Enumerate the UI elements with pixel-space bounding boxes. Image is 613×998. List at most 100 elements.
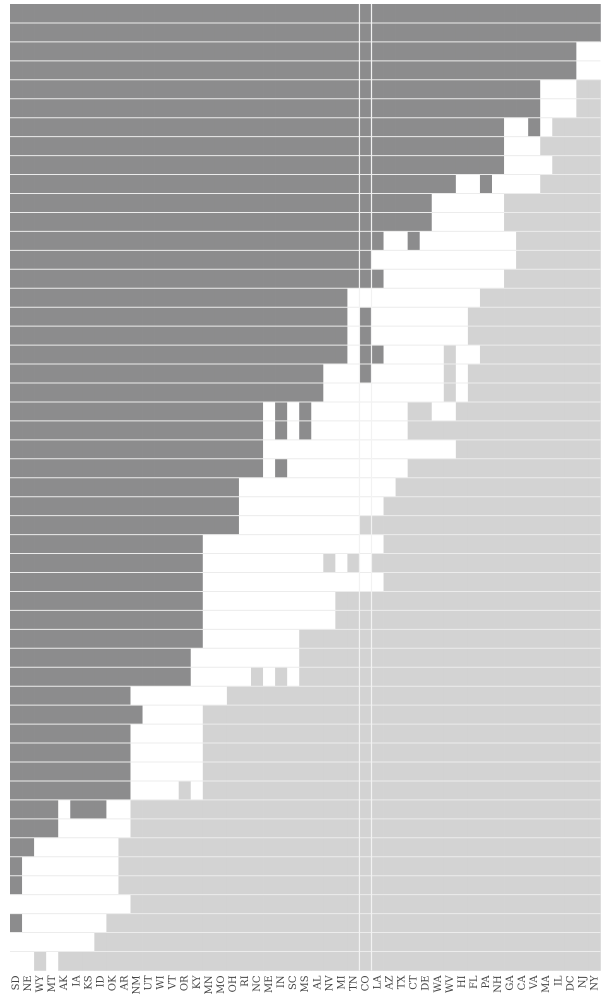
heatmap-cell-NH-row-12: [492, 231, 505, 251]
heatmap-cell-NJ-row-19: [576, 364, 589, 384]
heatmap-cell-NC-row-18: [251, 345, 264, 365]
heatmap-cell-DE-row-49: [419, 932, 433, 952]
heatmap-cell-VT-row-41: [166, 780, 180, 801]
heatmap-cell-WY-row-37: [34, 705, 47, 725]
heatmap-cell-FL-row-7: [467, 136, 481, 156]
heatmap-cell-PA-row-47: [479, 894, 493, 914]
heatmap-cell-NH-row-34: [492, 648, 505, 668]
heatmap-cell-TN-row-28: [347, 534, 360, 554]
heatmap-cell-WI-row-29: [154, 553, 167, 573]
heatmap-cell-WV-row-31: [443, 591, 457, 611]
heatmap-cell-NC-row-1: [251, 22, 264, 43]
heatmap-cell-ID-row-10: [94, 193, 107, 213]
heatmap-cell-DC-row-18: [564, 345, 577, 365]
heatmap-cell-MN-row-35: [202, 667, 216, 687]
heatmap-cell-DC-row-37: [564, 705, 577, 725]
heatmap-cell-VA-row-29: [528, 553, 541, 573]
heatmap-cell-CT-row-31: [407, 591, 421, 611]
heatmap-cell-MN-row-41: [202, 780, 216, 801]
heatmap-cell-OH-row-10: [226, 193, 240, 213]
heatmap-cell-NE-row-9: [22, 174, 35, 194]
heatmap-cell-RI-row-10: [238, 193, 252, 213]
heatmap-cell-CT-row-19: [407, 364, 421, 384]
heatmap-cell-UT-row-14: [142, 269, 155, 289]
heatmap-cell-WY-row-26: [34, 496, 47, 516]
heatmap-cell-NY-row-17: [588, 326, 601, 346]
heatmap-cell-CA-row-49: [516, 932, 529, 952]
heatmap-cell-MS-row-44: [299, 837, 312, 858]
heatmap-cell-ME-row-21: [263, 401, 276, 422]
heatmap-cell-WA-row-17: [431, 326, 445, 346]
heatmap-cell-SD-row-17: [10, 326, 23, 346]
heatmap-cell-NC-row-28: [251, 534, 264, 554]
heatmap-cell-CO-row-3: [359, 60, 372, 81]
heatmap-cell-FL-row-49: [467, 932, 481, 952]
heatmap-cell-MI-row-48: [335, 913, 348, 933]
heatmap-cell-AZ-row-23: [383, 439, 396, 460]
heatmap-cell-MO-row-23: [214, 439, 228, 460]
heatmap-cell-GA-row-10: [504, 193, 517, 213]
heatmap-cell-NH-row-29: [492, 553, 505, 573]
heatmap-cell-CT-row-10: [407, 193, 421, 213]
heatmap-cell-OH-row-6: [226, 117, 240, 137]
heatmap-cell-VT-row-36: [166, 686, 180, 706]
heatmap-cell-UT-row-48: [142, 913, 155, 933]
heatmap-cell-NC-row-33: [251, 629, 264, 649]
heatmap-cell-WY-row-10: [34, 193, 47, 213]
heatmap-cell-NC-row-20: [251, 383, 264, 403]
heatmap-cell-NE-row-44: [22, 837, 35, 858]
heatmap-cell-CT-row-22: [407, 420, 421, 441]
heatmap-cell-MO-row-11: [214, 212, 228, 232]
heatmap-cell-GA-row-6: [504, 117, 517, 137]
heatmap-cell-KY-row-30: [190, 572, 204, 592]
heatmap-cell-FL-row-26: [467, 496, 481, 516]
heatmap-cell-WA-row-24: [431, 458, 445, 479]
heatmap-cell-MS-row-49: [299, 932, 312, 952]
heatmap-cell-CT-row-23: [407, 439, 421, 460]
heatmap-cell-AR-row-20: [118, 383, 131, 403]
heatmap-cell-AL-row-7: [311, 136, 324, 156]
heatmap-cell-IN-row-34: [275, 648, 288, 668]
heatmap-cell-NE-row-0: [22, 4, 35, 24]
heatmap-cell-GA-row-14: [504, 269, 517, 289]
heatmap-cell-GA-row-3: [504, 60, 517, 81]
heatmap-cell-CO-row-15: [359, 288, 372, 308]
heatmap-cell-AK-row-21: [58, 401, 71, 422]
heatmap-cell-MN-row-17: [202, 326, 216, 346]
heatmap-cell-NE-row-23: [22, 439, 35, 460]
heatmap-cell-MS-row-16: [299, 307, 312, 327]
heatmap-cell-KY-row-23: [190, 439, 204, 460]
heatmap-cell-WV-row-6: [443, 117, 457, 137]
heatmap-cell-OK-row-37: [106, 705, 119, 725]
heatmap-cell-IL-row-26: [552, 496, 565, 516]
heatmap-cell-IL-row-11: [552, 212, 565, 232]
heatmap-cell-AZ-row-15: [383, 288, 396, 308]
heatmap-cell-VT-row-24: [166, 458, 180, 479]
heatmap-cell-GA-row-28: [504, 534, 517, 554]
heatmap-cell-SC-row-24: [287, 458, 300, 479]
heatmap-cell-MS-row-48: [299, 913, 312, 933]
heatmap-cell-AZ-row-32: [383, 610, 396, 630]
heatmap-cell-NV-row-49: [323, 932, 336, 952]
heatmap-cell-UT-row-29: [142, 553, 155, 573]
heatmap-cell-NE-row-17: [22, 326, 35, 346]
heatmap-cell-WA-row-45: [431, 856, 445, 877]
heatmap-cell-HI-row-38: [455, 724, 469, 744]
heatmap-cell-DE-row-17: [419, 326, 433, 346]
heatmap-cell-PA-row-33: [479, 629, 493, 649]
heatmap-cell-MS-row-33: [299, 629, 312, 649]
heatmap-cell-NE-row-18: [22, 345, 35, 365]
heatmap-cell-MA-row-42: [540, 799, 553, 820]
heatmap-cell-AR-row-48: [118, 913, 131, 933]
heatmap-cell-LA-row-24: [371, 458, 384, 479]
heatmap-cell-NY-row-48: [588, 913, 601, 933]
heatmap-cell-AZ-row-30: [383, 572, 396, 592]
heatmap-cell-VA-row-47: [528, 894, 541, 914]
heatmap-cell-MN-row-29: [202, 553, 216, 573]
heatmap-cell-NV-row-1: [323, 22, 336, 43]
heatmap-cell-IN-row-30: [275, 572, 288, 592]
heatmap-cell-NJ-row-18: [576, 345, 589, 365]
heatmap-cell-CT-row-17: [407, 326, 421, 346]
heatmap-cell-CA-row-24: [516, 458, 529, 479]
heatmap-cell-GA-row-9: [504, 174, 517, 194]
